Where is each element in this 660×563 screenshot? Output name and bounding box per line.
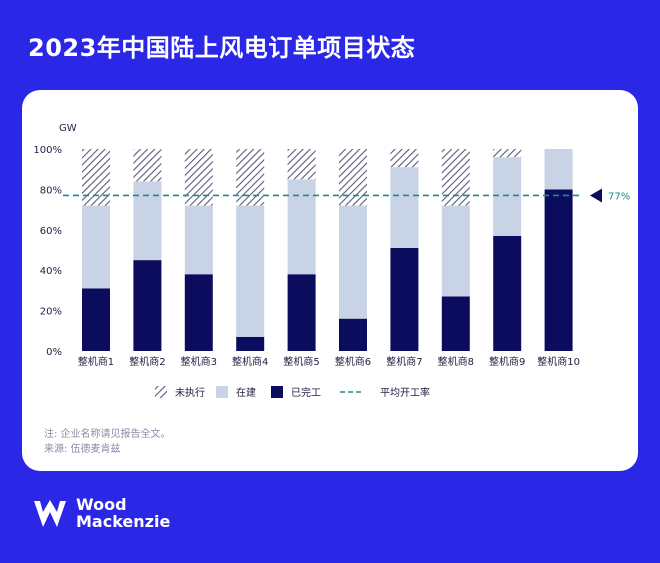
legend: 未执行 在建 已完工 平均开工率: [155, 386, 430, 399]
average-value-label: 77%: [608, 191, 630, 202]
bar-segment-completed: [287, 274, 316, 351]
x-tick-label: 整机商3: [181, 355, 217, 368]
x-tick-label: 整机商10: [537, 355, 580, 368]
note-text: 注: 企业名称请见报告全文。: [44, 429, 171, 440]
chart-card: GW 0% 20% 40% 60% 80% 100% 整机商1 整机商2 整机商3 整机商4 整机…: [22, 90, 638, 471]
bar-segment-not-executed: [133, 149, 162, 182]
y-axis: 0% 20% 40% 60% 80% 100%: [33, 145, 62, 358]
bar-segment-in-progress: [184, 205, 213, 275]
logo-line1: Wood: [76, 495, 127, 514]
bar-segment-in-progress: [544, 149, 573, 190]
bar-segment-completed: [544, 189, 573, 351]
x-tick-label: 整机商4: [232, 355, 268, 368]
x-tick-label: 整机商6: [335, 355, 371, 368]
bars: [82, 149, 573, 351]
bar-segment-in-progress: [441, 205, 470, 297]
wood-mackenzie-logo: Wood Mackenzie: [32, 494, 192, 534]
bar-segment-completed: [133, 260, 162, 351]
bar-segment-in-progress: [82, 205, 110, 289]
bar-segment-not-executed: [339, 149, 367, 206]
y-tick-label: 60%: [40, 226, 62, 237]
legend-label: 平均开工率: [380, 386, 430, 399]
y-tick-label: 40%: [40, 266, 62, 277]
bar-segment-in-progress: [339, 205, 367, 319]
bar-segment-completed: [441, 296, 470, 351]
y-unit-label: GW: [59, 123, 77, 134]
average-marker-icon: [590, 188, 602, 203]
x-axis: 整机商1 整机商2 整机商3 整机商4 整机商5 整机商6 整机商7 整机商8 整机商9 整机商1…: [78, 355, 580, 368]
bar-segment-not-executed: [82, 149, 110, 206]
y-tick-label: 0%: [46, 347, 62, 358]
bar-segment-not-executed: [441, 149, 470, 206]
y-tick-label: 100%: [33, 145, 62, 156]
legend-label: 在建: [236, 386, 256, 399]
bar-segment-completed: [184, 274, 213, 351]
bar-segment-completed: [339, 318, 367, 351]
y-tick-label: 80%: [40, 185, 62, 196]
x-tick-label: 整机商2: [129, 355, 165, 368]
legend-swatch-in-progress: [216, 386, 228, 398]
bar-segment-in-progress: [493, 157, 522, 236]
bar-segment-in-progress: [287, 179, 316, 275]
x-tick-label: 整机商1: [78, 355, 114, 368]
logo-mark-icon: [34, 500, 66, 527]
bar-segment-not-executed: [287, 149, 316, 180]
x-tick-label: 整机商7: [386, 355, 422, 368]
bar-segment-in-progress: [390, 167, 419, 248]
bar-segment-completed: [236, 336, 265, 351]
logo-line2: Mackenzie: [76, 512, 171, 531]
legend-label: 未执行: [175, 386, 205, 399]
bar-segment-in-progress: [133, 181, 162, 261]
notes: 注: 企业名称请见报告全文。 来源: 伍德麦肯兹: [44, 427, 171, 457]
average-line: 77%: [63, 188, 630, 203]
page-title: 2023年中国陆上风电订单项目状态: [28, 34, 416, 62]
bar-segment-in-progress: [236, 205, 265, 337]
bar-segment-not-executed: [184, 149, 213, 206]
x-tick-label: 整机商5: [283, 355, 319, 368]
x-tick-label: 整机商8: [438, 355, 474, 368]
legend-swatch-not-executed: [155, 386, 167, 398]
bar-segment-completed: [82, 288, 110, 351]
legend-label: 已完工: [291, 386, 321, 399]
bar-segment-completed: [390, 247, 419, 351]
bar-segment-not-executed: [236, 149, 265, 206]
bar-segment-not-executed: [390, 149, 419, 168]
bar-segment-not-executed: [493, 149, 522, 158]
y-tick-label: 20%: [40, 307, 62, 318]
bar-segment-completed: [493, 235, 522, 351]
stacked-bar-chart: GW 0%20%40%60%80%100% 整机商1 整机商2 整机商3 整机商4 整机…: [33, 123, 630, 399]
x-tick-label: 整机商9: [489, 355, 525, 368]
legend-swatch-completed: [271, 386, 283, 398]
source-text: 来源: 伍德麦肯兹: [44, 444, 121, 455]
